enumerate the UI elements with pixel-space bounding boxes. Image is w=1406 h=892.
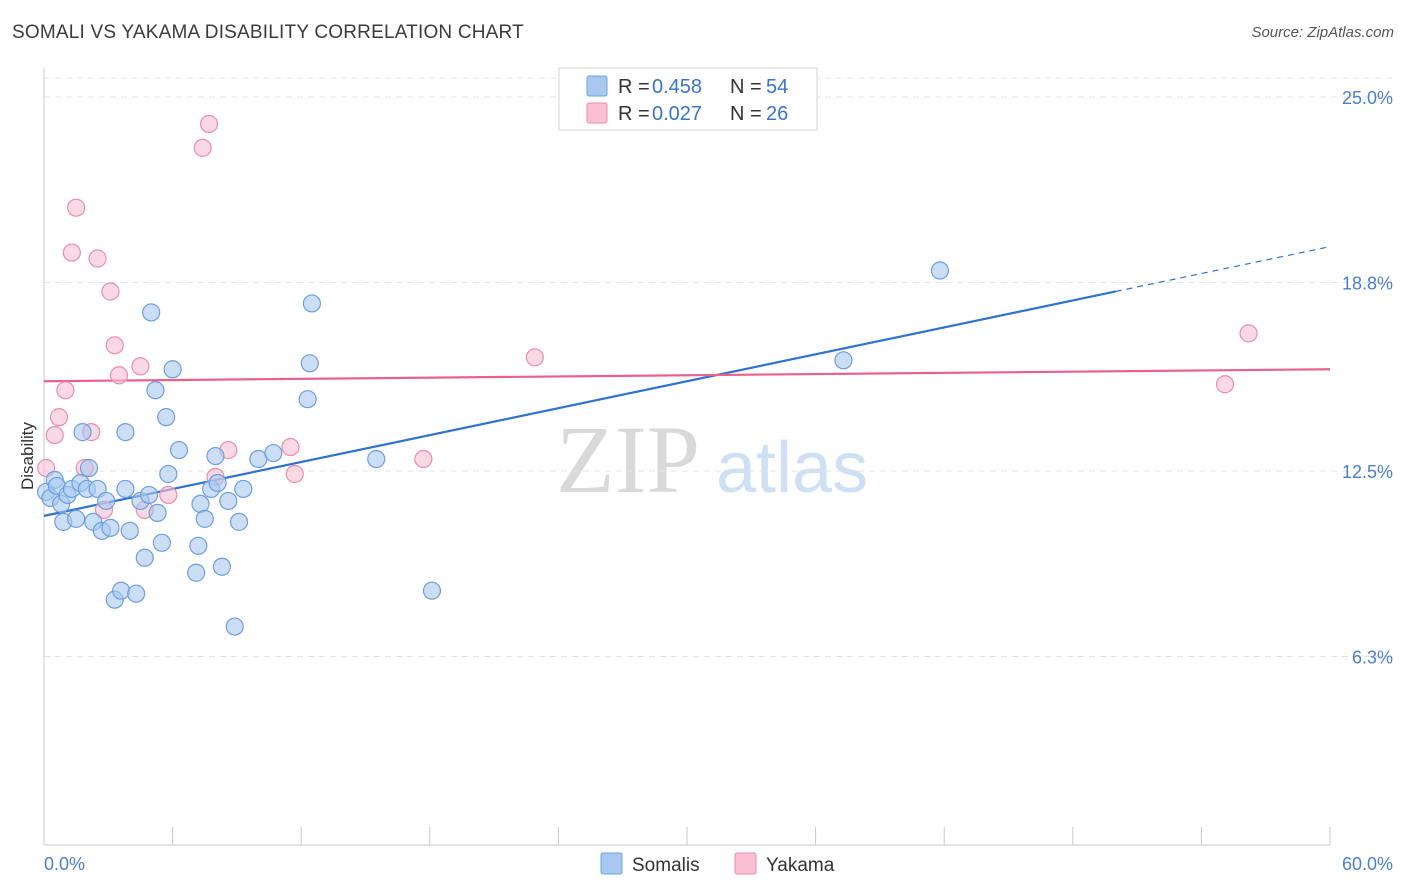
point-yakama bbox=[56, 381, 75, 400]
point-yakama bbox=[105, 336, 124, 355]
x-tick-label-max: 60.0% bbox=[1342, 854, 1393, 874]
gridlines bbox=[44, 77, 1393, 658]
point-somalis bbox=[422, 581, 442, 600]
trendline-extension-somalis bbox=[1115, 246, 1331, 293]
axes bbox=[43, 68, 1331, 846]
chart-title: SOMALI VS YAKAMA DISABILITY CORRELATION … bbox=[12, 22, 524, 43]
point-somalis bbox=[234, 479, 253, 499]
point-yakama bbox=[49, 408, 69, 427]
point-somalis bbox=[67, 509, 86, 528]
point-somalis bbox=[206, 446, 225, 466]
point-somalis bbox=[139, 485, 159, 505]
point-somalis bbox=[169, 440, 189, 460]
point-somalis bbox=[142, 303, 161, 322]
bottom-legend-somalis: Somalis bbox=[632, 855, 700, 876]
point-yakama bbox=[1215, 375, 1235, 394]
point-somalis bbox=[152, 533, 171, 552]
point-somalis bbox=[101, 518, 120, 537]
point-somalis bbox=[189, 536, 208, 555]
legend-yakama-n-label: N = bbox=[730, 103, 762, 125]
legend-swatch-somali bbox=[586, 75, 608, 97]
point-somalis bbox=[225, 617, 244, 636]
point-somalis bbox=[163, 360, 182, 379]
point-somalis bbox=[187, 563, 206, 582]
point-yakama bbox=[88, 249, 107, 268]
point-yakama bbox=[414, 449, 433, 469]
legend-somali-n-value: 54 bbox=[766, 76, 788, 98]
source-label: Source: ZipAtlas.com bbox=[1251, 24, 1394, 41]
point-yakama bbox=[159, 485, 178, 505]
trendline-yakama bbox=[43, 368, 1331, 383]
bottom-legend-yakama: Yakama bbox=[766, 855, 835, 876]
point-somalis bbox=[97, 491, 116, 511]
point-somalis bbox=[116, 479, 135, 499]
point-somalis bbox=[120, 521, 139, 540]
legend-somali-r-value: 0.458 bbox=[652, 76, 702, 98]
point-yakama bbox=[67, 198, 86, 217]
bottom-legend-swatch-yakama bbox=[734, 852, 757, 875]
point-yakama bbox=[281, 437, 300, 457]
point-yakama bbox=[101, 282, 120, 301]
point-somalis bbox=[159, 464, 178, 484]
y-tick-label: 6.3% bbox=[1352, 648, 1393, 668]
point-somalis bbox=[264, 443, 283, 463]
point-yakama bbox=[45, 425, 64, 445]
point-somalis bbox=[300, 354, 319, 373]
point-somalis bbox=[212, 557, 231, 576]
bottom-legend-swatch-somalis bbox=[600, 852, 623, 875]
point-yakama bbox=[193, 138, 212, 157]
point-somalis bbox=[135, 548, 154, 567]
point-somalis bbox=[157, 408, 176, 427]
point-somalis bbox=[79, 458, 99, 478]
stats-legend: R = 0.458 N = 54 R = 0.027 N = 26 bbox=[558, 67, 818, 131]
point-somalis bbox=[127, 584, 146, 603]
point-yakama bbox=[285, 464, 304, 484]
point-yakama bbox=[131, 357, 150, 376]
point-somalis bbox=[148, 503, 167, 522]
point-yakama bbox=[1239, 324, 1258, 343]
point-somalis bbox=[834, 351, 853, 370]
data-points bbox=[37, 114, 1258, 636]
watermark-atlas: atlas bbox=[716, 428, 868, 508]
point-somalis bbox=[208, 473, 227, 493]
point-somalis bbox=[116, 423, 135, 442]
point-somalis bbox=[298, 390, 317, 409]
x-tick-label-min: 0.0% bbox=[44, 854, 85, 874]
point-somalis bbox=[195, 509, 214, 528]
point-yakama bbox=[62, 243, 81, 262]
legend-yakama-r-value: 0.027 bbox=[652, 103, 702, 125]
point-somalis bbox=[219, 491, 238, 511]
legend-somali-r-label: R = bbox=[618, 76, 650, 98]
y-tick-label: 25.0% bbox=[1342, 88, 1393, 108]
point-yakama bbox=[109, 366, 129, 385]
y-tick-label: 18.8% bbox=[1342, 274, 1393, 294]
y-axis-label: Disability bbox=[18, 421, 37, 490]
y-tick-labels: 6.3% 12.5% 18.8% 25.0% bbox=[1342, 88, 1393, 668]
watermark-zip: ZIP bbox=[556, 406, 700, 513]
point-somalis bbox=[302, 294, 322, 313]
point-somalis bbox=[146, 381, 165, 400]
point-yakama bbox=[525, 348, 544, 367]
point-somalis bbox=[191, 494, 210, 514]
point-somalis bbox=[367, 449, 386, 469]
legend-yakama-n-value: 26 bbox=[766, 103, 788, 125]
legend-swatch-yakama bbox=[586, 102, 608, 124]
legend-yakama-r-label: R = bbox=[618, 103, 650, 125]
point-somalis bbox=[229, 512, 249, 531]
y-tick-label: 12.5% bbox=[1342, 462, 1393, 482]
point-somalis bbox=[112, 581, 131, 600]
point-yakama bbox=[199, 114, 219, 134]
point-somalis bbox=[930, 261, 950, 280]
legend-somali-n-label: N = bbox=[730, 76, 762, 98]
point-somalis bbox=[73, 423, 92, 442]
series-legend: Somalis Yakama bbox=[600, 852, 835, 876]
